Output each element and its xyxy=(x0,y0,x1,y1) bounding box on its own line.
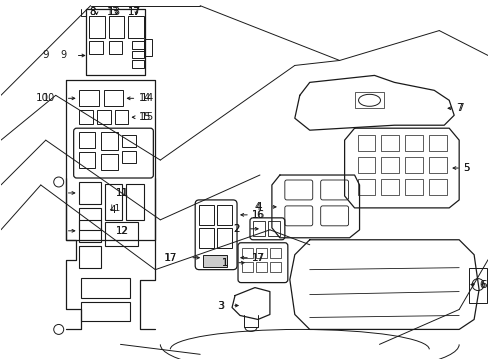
Text: 17: 17 xyxy=(251,253,264,263)
Text: 3: 3 xyxy=(218,301,224,311)
Text: 8: 8 xyxy=(89,6,96,17)
Bar xyxy=(132,41,144,49)
Bar xyxy=(252,221,264,236)
Text: 6: 6 xyxy=(478,280,484,289)
Text: 16: 16 xyxy=(251,210,264,220)
Bar xyxy=(104,222,138,246)
Text: 17: 17 xyxy=(165,253,177,263)
Text: 15: 15 xyxy=(139,112,151,122)
Text: 11: 11 xyxy=(115,188,128,198)
Bar xyxy=(381,179,399,195)
Bar xyxy=(88,41,102,54)
Bar xyxy=(217,228,232,248)
Text: 3: 3 xyxy=(217,301,224,311)
Text: 12: 12 xyxy=(115,226,128,236)
Text: 7: 7 xyxy=(455,103,462,113)
Bar xyxy=(103,90,123,106)
Bar xyxy=(242,248,252,258)
Text: 1: 1 xyxy=(222,258,228,268)
Bar xyxy=(126,184,144,220)
Bar xyxy=(88,15,104,37)
Bar xyxy=(269,262,280,272)
Bar xyxy=(104,184,122,220)
Bar xyxy=(428,179,447,195)
Bar xyxy=(108,41,122,54)
Bar xyxy=(405,135,423,151)
Bar xyxy=(101,132,118,150)
Text: 16: 16 xyxy=(251,210,264,220)
Text: 6: 6 xyxy=(479,280,486,289)
Text: 4: 4 xyxy=(254,202,261,212)
Bar xyxy=(81,278,130,298)
Bar xyxy=(79,208,101,230)
Text: 17: 17 xyxy=(127,6,141,17)
Text: 8: 8 xyxy=(89,6,96,17)
Bar xyxy=(405,179,423,195)
Bar xyxy=(79,152,94,168)
Bar xyxy=(217,205,232,225)
Bar xyxy=(199,205,214,225)
Bar xyxy=(255,248,266,258)
Bar xyxy=(357,179,375,195)
Bar xyxy=(79,220,101,242)
Bar xyxy=(79,182,101,204)
Text: 12: 12 xyxy=(115,226,128,236)
Bar xyxy=(357,157,375,173)
Bar xyxy=(242,262,252,272)
Text: 10: 10 xyxy=(42,93,55,103)
Text: 2: 2 xyxy=(233,224,239,234)
Text: 5: 5 xyxy=(462,163,469,173)
Bar xyxy=(468,268,486,302)
Text: 17: 17 xyxy=(163,253,176,263)
Bar xyxy=(199,228,214,248)
Text: 14: 14 xyxy=(139,93,151,103)
Bar xyxy=(357,135,375,151)
Text: 10: 10 xyxy=(36,93,49,103)
Bar xyxy=(79,90,99,106)
Text: 4: 4 xyxy=(254,202,261,212)
Bar xyxy=(96,110,110,124)
Bar xyxy=(269,248,280,258)
Bar xyxy=(101,154,118,170)
Text: 15: 15 xyxy=(140,112,153,122)
Text: 4: 4 xyxy=(109,205,116,215)
Bar xyxy=(354,92,384,108)
Bar xyxy=(381,157,399,173)
Bar xyxy=(79,110,92,124)
Bar xyxy=(428,135,447,151)
Bar xyxy=(128,15,144,37)
Bar xyxy=(79,246,101,268)
Text: ↓1: ↓1 xyxy=(107,204,121,213)
Bar xyxy=(381,135,399,151)
Bar xyxy=(132,50,144,58)
Text: 2: 2 xyxy=(233,224,239,234)
Bar xyxy=(267,221,279,236)
Text: 7: 7 xyxy=(456,103,463,113)
Text: 9: 9 xyxy=(61,50,67,60)
Text: 5: 5 xyxy=(462,163,468,173)
Bar xyxy=(81,302,130,321)
Text: 14: 14 xyxy=(140,93,153,103)
Bar xyxy=(255,262,266,272)
Bar xyxy=(428,157,447,173)
Text: 13: 13 xyxy=(107,6,121,17)
Bar xyxy=(132,60,144,68)
Bar xyxy=(405,157,423,173)
Bar xyxy=(203,255,226,267)
Text: 13: 13 xyxy=(106,6,119,17)
Text: 9: 9 xyxy=(42,50,49,60)
Bar xyxy=(79,132,94,148)
Bar xyxy=(114,110,128,124)
Text: 17: 17 xyxy=(128,6,141,17)
Bar xyxy=(144,39,152,57)
Bar xyxy=(108,15,124,37)
Text: 17: 17 xyxy=(251,253,264,263)
Text: 11: 11 xyxy=(115,188,127,198)
Bar xyxy=(122,135,136,147)
Text: 1: 1 xyxy=(222,258,228,268)
Bar xyxy=(122,151,136,163)
